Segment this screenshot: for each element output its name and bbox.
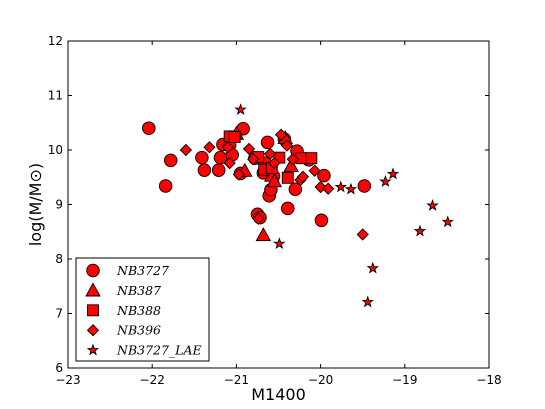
data-point-diamond xyxy=(356,228,369,241)
data-point-circle xyxy=(142,121,156,135)
y-tick-label: 10 xyxy=(48,143,63,157)
legend-marker-diamond xyxy=(86,324,100,337)
legend-marker-circle xyxy=(86,263,100,278)
data-point-circle xyxy=(314,213,329,228)
y-tick-label: 12 xyxy=(48,34,63,48)
legend-label: NB396 xyxy=(116,323,161,338)
data-point-diamond xyxy=(221,141,235,154)
x-tick-label: −20 xyxy=(308,373,333,387)
data-point-diamond xyxy=(252,212,265,225)
data-point-star xyxy=(441,215,454,228)
legend-marker-star xyxy=(86,343,100,356)
legend-label: NB388 xyxy=(116,303,161,318)
data-points xyxy=(142,103,454,308)
legend-label: NB3727_LAE xyxy=(116,343,202,358)
data-point-square xyxy=(305,152,318,165)
data-point-circle xyxy=(281,201,295,216)
data-point-star xyxy=(413,224,427,237)
y-tick-label: 8 xyxy=(55,252,63,266)
x-tick-label: −22 xyxy=(140,373,165,387)
data-point-triangle xyxy=(266,173,283,188)
data-point-circle xyxy=(260,135,275,150)
x-tick-label: −18 xyxy=(476,373,501,387)
y-tick-label: 11 xyxy=(48,89,63,103)
data-point-star xyxy=(344,182,358,195)
y-tick-label: 7 xyxy=(55,307,63,321)
data-point-star xyxy=(334,180,348,193)
x-tick-label: −21 xyxy=(224,373,249,387)
data-point-diamond xyxy=(274,128,288,141)
data-point-diamond xyxy=(296,170,310,183)
data-point-circle xyxy=(357,179,372,193)
data-point-star xyxy=(361,295,374,308)
data-point-diamond xyxy=(223,156,236,170)
x-tick-label: −19 xyxy=(392,373,417,387)
data-point-circle xyxy=(195,150,209,165)
data-point-star xyxy=(273,237,286,250)
legend-label: NB387 xyxy=(116,283,161,298)
legend: NB3727 NB387 NB388 NB396 NB3727_LAE xyxy=(75,257,210,362)
data-point-triangle xyxy=(283,157,299,172)
data-point-star xyxy=(234,103,247,115)
x-axis-title: M1400 xyxy=(251,385,306,404)
data-point-diamond xyxy=(179,143,193,157)
data-point-diamond xyxy=(203,141,216,154)
legend-marker-triangle xyxy=(85,282,101,297)
data-point-circle xyxy=(288,182,303,196)
data-point-diamond xyxy=(232,168,246,181)
data-point-circle xyxy=(317,168,331,183)
data-point-circle xyxy=(163,153,178,168)
data-point-diamond xyxy=(268,156,281,170)
y-tick-label: 6 xyxy=(55,361,63,375)
data-point-diamond xyxy=(308,164,321,177)
data-point-diamond xyxy=(286,153,299,166)
data-point-star xyxy=(426,199,439,211)
data-point-diamond xyxy=(242,142,256,156)
data-point-star xyxy=(386,167,400,180)
data-point-triangle xyxy=(255,227,272,242)
data-point-square xyxy=(281,171,294,184)
data-point-star xyxy=(366,261,380,274)
axis-ticks: −23 −22 −21 −20 −19 −18 6 7 8 9 10 11 12 xyxy=(48,34,502,387)
data-point-diamond xyxy=(280,139,294,152)
x-tick-label: −23 xyxy=(55,373,80,387)
data-point-square xyxy=(228,130,241,143)
data-point-diamond xyxy=(263,147,277,160)
data-point-circle xyxy=(211,163,226,177)
y-tick-label: 9 xyxy=(55,198,63,212)
data-point-circle xyxy=(158,179,173,193)
y-axis-title: log(M/M⊙) xyxy=(26,163,45,246)
legend-label: NB3727 xyxy=(116,263,169,278)
data-point-circle xyxy=(197,163,212,177)
data-point-diamond xyxy=(322,182,335,195)
data-point-diamond xyxy=(247,153,260,166)
data-point-star xyxy=(379,175,392,187)
legend-marker-square xyxy=(87,304,99,317)
